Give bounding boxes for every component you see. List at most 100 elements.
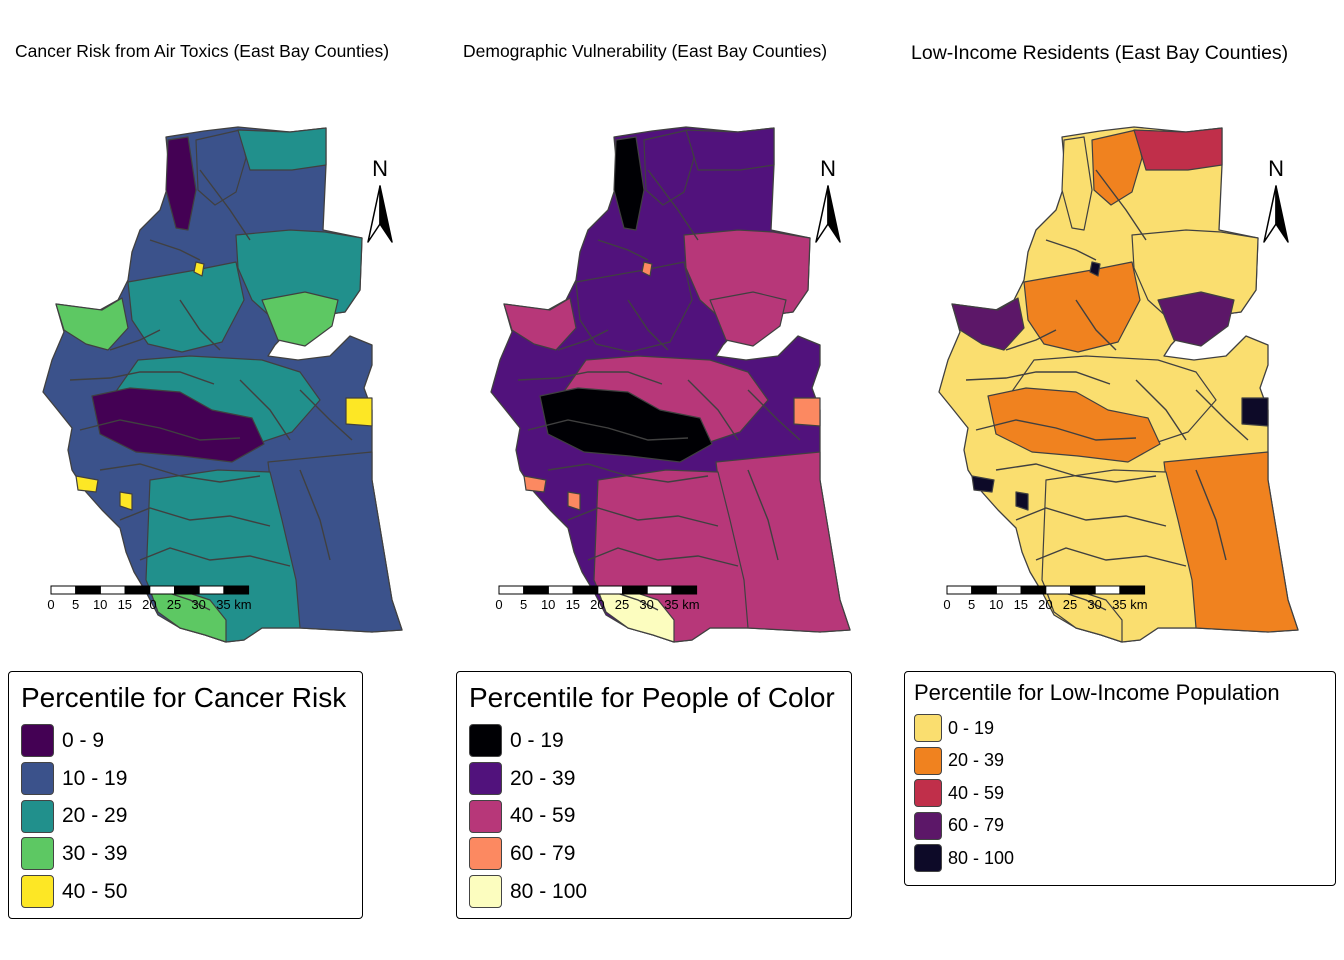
scale-tick-label: 10	[989, 597, 1003, 612]
scale-segment	[124, 585, 151, 595]
scale-segment	[995, 585, 1022, 595]
map-area	[938, 126, 1299, 643]
legend-item: 60 - 79	[469, 835, 839, 873]
scale-segment	[1094, 585, 1121, 595]
scale-tick-label: 0	[495, 597, 502, 612]
tract-region-north-strip	[613, 136, 645, 231]
legend-label: 20 - 39	[948, 750, 1005, 771]
legend-label: 40 - 50	[62, 879, 128, 903]
panel-3-title: Low-Income Residents (East Bay Counties)	[911, 42, 1289, 64]
scale-tick-label: 15	[566, 597, 580, 612]
legend-title: Percentile for Cancer Risk	[21, 682, 347, 713]
scale-segment	[1020, 585, 1047, 595]
legend-label: 10 - 19	[62, 766, 128, 790]
tract-boundaries	[517, 169, 801, 611]
legend-label: 80 - 100	[510, 879, 588, 903]
north-label: N	[820, 156, 836, 181]
scale-segment	[198, 585, 225, 595]
tract-region-spots	[971, 261, 1269, 511]
legend-swatch	[21, 724, 54, 758]
legend-item: 40 - 50	[21, 873, 350, 911]
legend-item: 20 - 29	[21, 797, 350, 835]
map-area	[490, 126, 851, 643]
scale-tick-label: 25	[1063, 597, 1077, 612]
panel-1-title: Cancer Risk from Air Toxics (East Bay Co…	[15, 41, 390, 61]
legend-item: 60 - 79	[914, 810, 1326, 843]
legend-label: 20 - 29	[62, 804, 128, 828]
legend-label: 0 - 9	[62, 728, 105, 752]
legend-item: 40 - 59	[914, 777, 1326, 810]
scale-tick-label: 15	[1014, 597, 1028, 612]
scale-segment	[1045, 585, 1072, 595]
scale-tick-label: 10	[93, 597, 107, 612]
legend-swatch	[469, 837, 502, 871]
legend-item: 20 - 39	[469, 760, 839, 798]
tract-region-north-east	[1133, 127, 1223, 171]
legend-item: 40 - 59	[469, 797, 839, 835]
legend-item: 80 - 100	[469, 873, 839, 911]
legend-item: 0 - 19	[914, 712, 1326, 745]
legend-label: 60 - 79	[948, 815, 1005, 836]
tract-region-north-strip	[165, 136, 197, 231]
legend-swatch	[469, 762, 502, 796]
tract-region-east-lobe	[683, 229, 811, 319]
scale-tick-label: 0	[943, 597, 950, 612]
scale-segment	[622, 585, 648, 595]
tract-region-west-arm	[503, 297, 577, 351]
cancer-risk-map: N 0 5 10 15 20 25 30 35 km	[42, 126, 403, 643]
scale-bar: 0 5 10 15 20 25 30 35 km	[495, 585, 700, 612]
scale-tick-label: 30	[639, 597, 653, 612]
legend-item: 20 - 39	[914, 745, 1326, 778]
scale-segment	[547, 585, 574, 595]
scale-segment	[1070, 585, 1096, 595]
tract-region-east-lobe	[235, 229, 363, 319]
scale-tick-label: 20	[142, 597, 156, 612]
scale-segment	[523, 585, 549, 595]
legend-label: 60 - 79	[510, 841, 576, 865]
legend-label: 40 - 59	[510, 804, 576, 828]
north-arrow-icon: N	[815, 156, 841, 243]
north-label: N	[1268, 156, 1284, 181]
scale-tick-label: 20	[590, 597, 604, 612]
legend-swatch	[469, 875, 502, 909]
legend-swatch	[914, 746, 942, 775]
scale-segment	[223, 585, 250, 595]
people-of-color-legend: Percentile for People of Color 0 - 19 20…	[456, 671, 852, 919]
panel-2-title: Demographic Vulnerability (East Bay Coun…	[463, 41, 828, 61]
legend-swatch	[914, 714, 942, 743]
north-arrow-right	[1275, 185, 1289, 243]
scale-segment	[597, 585, 624, 595]
legend-label: 30 - 39	[62, 841, 128, 865]
scale-segment	[50, 585, 77, 595]
legend-item: 10 - 19	[21, 760, 350, 798]
tract-region-north-east	[685, 127, 775, 171]
tract-region-spots	[75, 261, 373, 511]
scale-segment	[498, 585, 525, 595]
scale-segment	[646, 585, 673, 595]
scale-tick-label: 0	[47, 597, 54, 612]
tract-region-east-sub	[261, 291, 339, 347]
north-arrow-right	[827, 185, 841, 243]
tract-region-mid-west	[127, 261, 245, 353]
legend-swatch	[914, 811, 942, 840]
legend-title: Percentile for Low-Income Population	[914, 680, 1280, 705]
scale-tick-label: 5	[72, 597, 79, 612]
tract-region-core-dark	[539, 387, 713, 463]
scale-segment	[971, 585, 997, 595]
tract-region-mid-west	[575, 261, 693, 353]
scale-segment	[946, 585, 973, 595]
north-label: N	[372, 156, 388, 181]
north-arrow-right	[379, 185, 393, 243]
legend-title: Percentile for People of Color	[469, 682, 835, 713]
scale-segment	[149, 585, 176, 595]
scale-tick-label: 15	[118, 597, 132, 612]
legend-swatch	[914, 844, 942, 873]
north-arrow-icon: N	[367, 156, 393, 243]
tract-region-east-lobe	[1131, 229, 1259, 319]
tract-region-east-sub	[1157, 291, 1235, 347]
scale-segment	[174, 585, 200, 595]
scale-segment	[671, 585, 698, 595]
scale-tick-label: 25	[167, 597, 181, 612]
legend-swatch	[21, 837, 54, 871]
legend-item: 30 - 39	[21, 835, 350, 873]
